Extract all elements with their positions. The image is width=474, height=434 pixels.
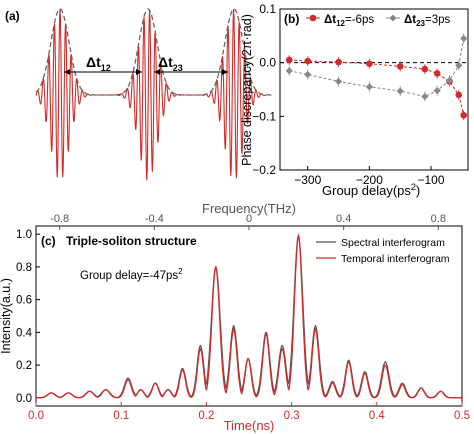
dt23-data-point (334, 77, 343, 86)
x-tick-label: 0.1 (113, 410, 129, 422)
dt23-data-point (365, 83, 373, 91)
x-tick-label: −200 (356, 173, 383, 187)
dt23-data-point (445, 76, 454, 84)
dt12-data-point (304, 57, 312, 65)
series-1-line (289, 38, 465, 98)
y-tick-label: −0.2 (252, 163, 276, 177)
panel-b-ticks: −300 −200 −100 −0.2 −0.1 0.0 0.1 (252, 2, 445, 187)
dt23-label: Δt23 (158, 54, 183, 73)
dt23-arrow-right-head (222, 69, 228, 75)
panel-a: (a) Δt12 Δt23 (5, 8, 272, 181)
panel-b-ylabel: Phase discrepancy(2π·rad) (240, 14, 254, 166)
dt23-data-point (396, 87, 404, 95)
soliton-carrier-trace (35, 8, 272, 181)
soliton-envelope-trace (35, 8, 272, 96)
dt23-data-point (460, 34, 468, 43)
dt12-data-point (366, 60, 373, 68)
panel-b-label: (b) (284, 12, 299, 26)
y-tick-label: −0.1 (252, 109, 276, 123)
panel-b-legend: Δt12=-6ps Δt23=3ps (306, 14, 451, 28)
panel-c-label: (c) (41, 234, 56, 248)
x-tick-label: −300 (294, 173, 321, 187)
panel-c-title: Triple-soliton structure (66, 234, 197, 248)
temporal-interferogram-line (36, 233, 462, 399)
panel-c-legend: Spectral interferogram Temporal interfer… (316, 237, 450, 265)
panel-c-ticks: 0.0 0.1 0.2 0.3 0.4 0.5 -0.8 -0.4 0 0.4 0.8 0.0 0.2 0… (16, 213, 470, 422)
x-tick-label: 0.0 (28, 410, 44, 422)
dt12-data-point (285, 56, 293, 64)
dt12-data-point (335, 58, 342, 66)
y-tick-label: 0.4 (16, 327, 33, 339)
dt12-label: Δt12 (86, 54, 111, 73)
panel-c-annotation: Group delay=-47ps2 (80, 267, 183, 282)
series-0-line (289, 59, 465, 116)
panel-b-xlabel: Group delay(ps2) (322, 182, 420, 198)
panel-c-top-xlabel: Frequency(THz) (202, 201, 296, 216)
x-tick-label: 0.2 (198, 410, 214, 422)
top-x-tick-label: 0.4 (336, 213, 351, 225)
x-tick-label: −100 (418, 173, 445, 187)
y-tick-label: 0.6 (16, 295, 32, 307)
dt12-data-point (433, 70, 441, 77)
dt12-data-point (455, 91, 463, 99)
y-tick-label: 0.8 (16, 262, 32, 274)
top-x-tick-label: -0.8 (50, 213, 69, 225)
y-tick-label: 0.1 (259, 2, 276, 16)
dt23-arrow-left-head (154, 69, 160, 75)
dt23-data-point (421, 92, 429, 101)
y-tick-label: 0.0 (259, 56, 276, 70)
panel-c-ylabel: Intensity(a.u.) (0, 278, 13, 354)
dt12-arrow-right-head (136, 69, 142, 75)
dt12-data-point (460, 111, 467, 119)
legend-dt23-text: Δt23=3ps (404, 14, 451, 28)
legend-dt23-marker (389, 14, 397, 22)
panel-b: −300 −200 −100 −0.2 −0.1 0.0 0.1 (b) Δt12=-6ps… (240, 2, 469, 198)
y-tick-label: 1.0 (16, 229, 32, 241)
top-x-tick-label: -0.4 (145, 213, 164, 225)
panel-b-frame (279, 8, 469, 171)
dt12-data-point (396, 63, 404, 70)
x-tick-label: 0.5 (454, 410, 470, 422)
panel-b-series (285, 33, 468, 121)
panel-c-xlabel: Time(ns) (224, 418, 275, 433)
top-x-tick-label: 0 (246, 213, 252, 225)
dt23-data-point (455, 61, 463, 69)
y-tick-label: 0.0 (16, 393, 32, 405)
dt23-data-point (304, 70, 312, 79)
legend-temporal-text: Temporal interferogram (341, 253, 450, 265)
panel-c: 0.0 0.1 0.2 0.3 0.4 0.5 -0.8 -0.4 0 0.4 0.8 0.0 0.2 0… (0, 201, 470, 433)
dt23-data-point (285, 67, 293, 75)
legend-spectral-text: Spectral interferogram (341, 237, 445, 249)
legend-dt12-text: Δt12=-6ps (324, 14, 374, 28)
panel-a-label: (a) (5, 9, 20, 23)
legend-dt12-marker (309, 14, 317, 22)
top-x-tick-label: 0.8 (431, 213, 446, 225)
dt12-data-point (421, 65, 429, 73)
dt23-data-point (433, 86, 441, 95)
x-tick-label: 0.4 (369, 410, 386, 422)
panel-c-frame (35, 225, 463, 407)
x-tick-label: 0.3 (284, 410, 300, 422)
dt12-arrow-left-head (64, 69, 70, 75)
y-tick-label: 0.2 (16, 360, 32, 372)
